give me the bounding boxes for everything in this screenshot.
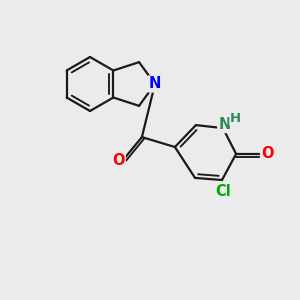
Text: O: O (112, 153, 125, 168)
Text: O: O (261, 146, 274, 161)
Text: H: H (230, 112, 241, 125)
Text: Cl: Cl (216, 184, 231, 199)
Text: N: N (149, 76, 161, 92)
Text: N: N (218, 117, 231, 132)
